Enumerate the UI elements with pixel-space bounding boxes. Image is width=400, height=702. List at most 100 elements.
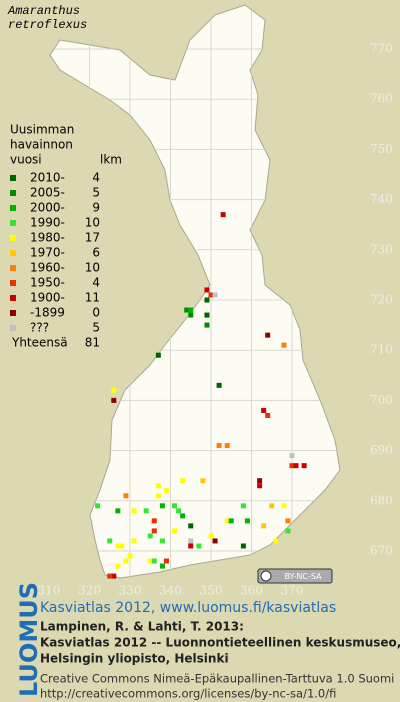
observation-square	[200, 478, 206, 484]
legend-count: 4	[92, 276, 100, 290]
license[interactable]: http://creativecommons.org/licenses/by-n…	[40, 687, 336, 701]
y-tick-label: 680	[370, 493, 393, 507]
observation-square	[107, 538, 113, 544]
observation-square	[180, 478, 186, 484]
legend-swatch	[10, 205, 16, 211]
legend-count: 9	[92, 201, 100, 215]
observation-square	[111, 573, 117, 579]
legend-total-label: Yhteensä	[11, 336, 68, 350]
observation-square	[147, 558, 153, 564]
y-tick-label: 720	[370, 293, 393, 307]
legend-swatch	[10, 265, 16, 271]
observation-square	[131, 508, 137, 514]
legend-label: 1970-	[30, 246, 65, 260]
observation-square	[123, 493, 129, 499]
y-tick-label: 760	[370, 92, 393, 106]
y-tick-label: 740	[370, 192, 393, 206]
observation-square	[212, 292, 218, 298]
cc-badge: BY-NC-SA	[257, 568, 333, 584]
citation: Helsingin yliopisto, Helsinki	[40, 652, 229, 666]
observation-square	[212, 538, 218, 544]
observation-square	[127, 553, 133, 559]
observation-square	[111, 387, 117, 393]
observation-square	[244, 518, 250, 524]
observation-square	[228, 518, 234, 524]
legend-label: ???	[30, 321, 49, 335]
observation-square	[111, 397, 117, 403]
observation-square	[257, 483, 263, 489]
legend-count: 0	[92, 306, 100, 320]
badge-box	[257, 568, 333, 584]
observation-square	[163, 558, 169, 564]
legend-label: 1990-	[30, 216, 65, 230]
x-tick-label: 330	[119, 584, 142, 598]
observation-square	[289, 453, 295, 459]
observation-square	[301, 463, 307, 469]
legend-swatch	[10, 250, 16, 256]
observation-square	[143, 508, 149, 514]
observation-square	[261, 523, 267, 529]
y-tick-label: 730	[370, 242, 393, 256]
link[interactable]: Kasviatlas 2012, www.luomus.fi/kasviatla…	[40, 600, 336, 616]
observation-square	[204, 287, 210, 293]
observation-square	[188, 538, 194, 544]
observation-square	[172, 528, 178, 534]
legend-swatch	[10, 325, 16, 331]
legend-count-heading: lkm	[100, 153, 122, 167]
observation-square	[115, 508, 121, 514]
license: Creative Commons Nimeä-Epäkaupallinen-Ta…	[40, 672, 394, 686]
legend-count: 17	[85, 231, 100, 245]
legend-swatch	[10, 235, 16, 241]
legend-heading: vuosi	[10, 153, 42, 167]
observation-square	[273, 538, 279, 544]
tick-labels: 310 320 330 340 350 360 3706706806907007107207…	[38, 42, 393, 598]
legend-count: 6	[92, 246, 100, 260]
observation-square	[115, 543, 121, 549]
legend-label: 1900-	[30, 291, 65, 305]
legend-label: -1899	[30, 306, 65, 320]
observation-square	[159, 538, 165, 544]
observation-square	[188, 312, 194, 318]
x-tick-label: 350	[200, 584, 223, 598]
observation-square	[196, 543, 202, 549]
observation-square	[208, 533, 214, 539]
legend-label: 2005-	[30, 186, 65, 200]
observation-square	[281, 503, 287, 509]
observation-square	[204, 297, 210, 303]
observation-square	[107, 573, 113, 579]
observations	[95, 212, 307, 579]
observation-square	[216, 443, 222, 449]
observation-square	[155, 493, 161, 499]
legend-swatch	[10, 295, 16, 301]
legend-total: 81	[85, 336, 100, 350]
y-tick-label: 710	[370, 343, 393, 357]
observation-square	[119, 543, 125, 549]
observation-square	[285, 528, 291, 534]
observation-square	[281, 342, 287, 348]
observation-square	[289, 463, 295, 469]
observation-square	[131, 538, 137, 544]
observation-square	[293, 463, 299, 469]
observation-square	[188, 543, 194, 549]
y-tick-label: 700	[370, 393, 393, 407]
observation-square	[115, 563, 121, 569]
observation-square	[257, 478, 263, 484]
legend-swatch	[10, 175, 16, 181]
y-tick-label: 750	[370, 142, 393, 156]
legend-swatch	[10, 190, 16, 196]
observation-square	[224, 443, 230, 449]
legend-count: 4	[92, 171, 100, 185]
observation-square	[240, 503, 246, 509]
legend-heading: Uusimman	[10, 123, 74, 137]
observation-square	[123, 558, 129, 564]
observation-square	[159, 563, 165, 569]
x-tick-label: 310	[38, 584, 61, 598]
observation-square	[265, 332, 271, 338]
legend-heading: havainnon	[10, 138, 73, 152]
x-tick-label: 320	[78, 584, 101, 598]
legend-label: 1960-	[30, 261, 65, 275]
legend-count: 5	[92, 186, 100, 200]
observation-square	[159, 503, 165, 509]
